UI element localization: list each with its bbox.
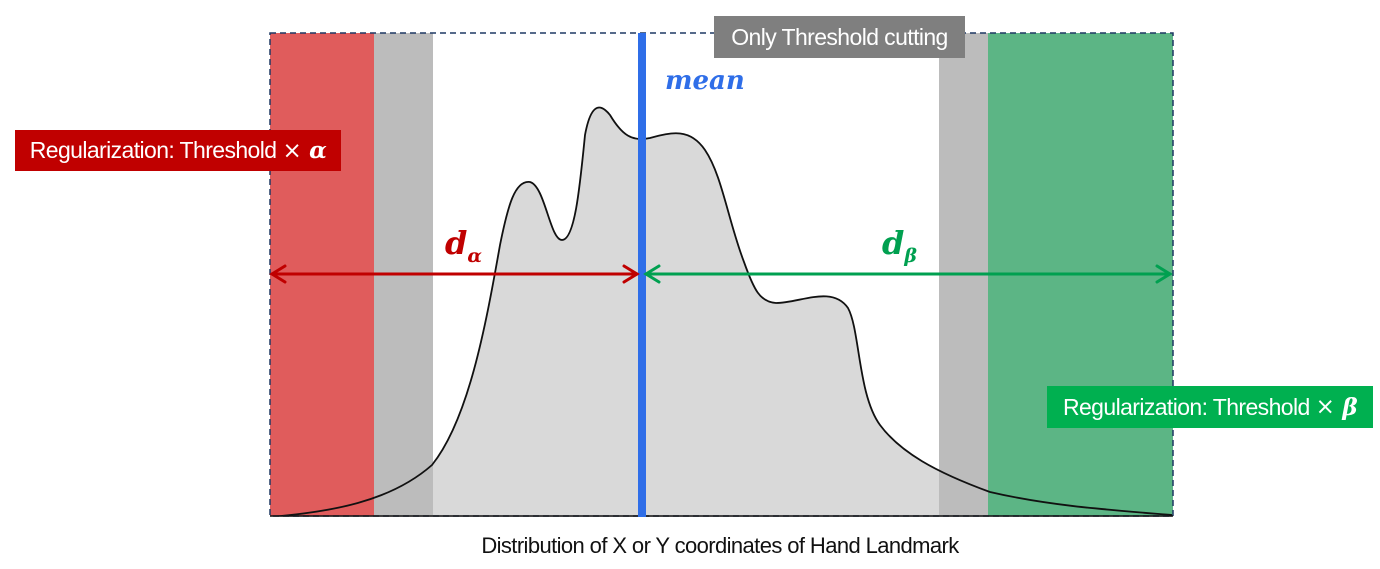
- times-symbol: ×: [1315, 394, 1335, 420]
- distribution-area: [270, 107, 1172, 517]
- only-threshold-cutting-tag: Only Threshold cutting: [714, 16, 965, 58]
- d-beta-label: dβ: [882, 224, 917, 267]
- d-beta-base: d: [882, 224, 905, 262]
- regularization-alpha-tag: Regularization: Threshold × α: [15, 130, 341, 171]
- distribution-curve: [271, 106, 1173, 516]
- diagram-caption: Distribution of X or Y coordinates of Ha…: [0, 533, 1380, 559]
- d-alpha-arrow: [269, 264, 640, 284]
- d-alpha-base: d: [445, 224, 468, 262]
- regularization-beta-tag: Regularization: Threshold × β: [1047, 386, 1373, 428]
- only-threshold-cutting-label: Only Threshold cutting: [731, 23, 948, 50]
- regularization-alpha-text: Regularization: Threshold: [29, 137, 277, 163]
- mean-line: [638, 33, 646, 517]
- d-beta-arrow: [643, 264, 1173, 284]
- caption-text: Distribution of X or Y coordinates of Ha…: [481, 533, 959, 558]
- regularization-beta-text: Regularization: Threshold: [1062, 393, 1310, 420]
- mean-label: mean: [665, 66, 745, 96]
- mean-label-text: mean: [665, 66, 745, 96]
- d-alpha-label: dα: [445, 224, 482, 267]
- times-symbol: ×: [282, 137, 302, 164]
- beta-symbol: β: [1342, 393, 1358, 421]
- d-beta-subscript: β: [904, 245, 917, 267]
- d-alpha-subscript: α: [467, 245, 482, 267]
- alpha-symbol: α: [309, 137, 327, 164]
